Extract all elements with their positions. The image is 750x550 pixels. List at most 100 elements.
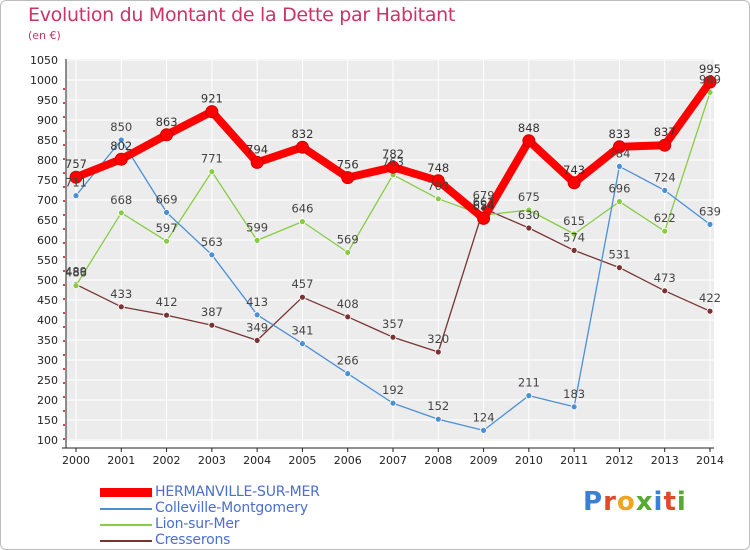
data-label: 756 <box>337 158 359 172</box>
data-point <box>706 307 714 315</box>
data-label: 757 <box>65 157 87 171</box>
data-label: 615 <box>563 214 585 228</box>
x-tick-label: 2009 <box>470 454 498 467</box>
data-label: 850 <box>110 120 132 134</box>
data-label: 152 <box>427 399 449 413</box>
data-point <box>72 282 80 290</box>
y-tick-label: 150 <box>37 414 58 427</box>
data-label: 921 <box>201 92 223 106</box>
data-label: 349 <box>246 320 268 334</box>
data-label: 486 <box>65 266 87 280</box>
data-label: 837 <box>654 125 676 139</box>
data-label: 782 <box>382 147 404 161</box>
legend-swatch-lion <box>100 524 152 526</box>
data-label: 266 <box>337 354 359 368</box>
y-tick-label: 700 <box>37 194 58 207</box>
data-point <box>163 208 170 216</box>
data-point <box>299 340 306 348</box>
data-label: 622 <box>654 211 676 225</box>
data-label: 654 <box>473 198 495 212</box>
data-point <box>525 206 533 214</box>
data-point <box>205 105 219 119</box>
data-label: 408 <box>337 297 359 311</box>
legend-swatch-colleville <box>100 508 152 510</box>
data-label: 574 <box>563 230 585 244</box>
data-label: 802 <box>110 139 132 153</box>
data-point <box>295 140 309 154</box>
logo-letter: i <box>676 487 687 517</box>
data-label: 563 <box>201 235 223 249</box>
legend-swatch-cresserons <box>100 540 152 542</box>
data-label: 696 <box>608 182 630 196</box>
axis-dot <box>63 158 65 160</box>
data-label: 341 <box>291 324 313 338</box>
legend-label-lion: Lion-sur-Mer <box>155 516 240 532</box>
data-point <box>480 426 487 434</box>
data-point <box>389 399 397 407</box>
data-label: 639 <box>699 204 721 218</box>
x-tick-label: 2003 <box>198 454 226 467</box>
axis-dot <box>63 340 65 342</box>
data-point <box>253 236 261 244</box>
data-point <box>344 370 352 378</box>
data-label: 763 <box>382 155 404 169</box>
data-label: 668 <box>110 193 132 207</box>
x-tick-label: 2001 <box>107 454 135 467</box>
legend: HERMANVILLE-SUR-MER Colleville-Montgomer… <box>100 484 430 549</box>
y-tick-label: 1000 <box>30 74 58 87</box>
data-label: 863 <box>156 115 178 129</box>
data-label: 192 <box>382 383 404 397</box>
axis-dot <box>63 242 65 244</box>
legend-label-hermanville: HERMANVILLE-SUR-MER <box>155 484 320 500</box>
data-label: 457 <box>291 277 313 291</box>
data-point <box>344 313 352 321</box>
x-tick-label: 2000 <box>62 454 90 467</box>
data-label: 771 <box>201 152 223 166</box>
data-label: 183 <box>563 387 585 401</box>
data-point <box>616 264 623 272</box>
data-point <box>114 152 128 166</box>
data-point <box>250 155 264 169</box>
data-point <box>208 168 216 176</box>
data-label: 489 <box>65 264 87 278</box>
legend-label-cresserons: Cresserons <box>155 532 231 548</box>
data-point <box>344 248 352 256</box>
data-point <box>570 230 578 238</box>
data-point <box>616 198 623 206</box>
data-label: 703 <box>427 179 449 193</box>
x-tick-label: 2008 <box>424 454 452 467</box>
axis-dot <box>63 214 65 216</box>
data-point <box>434 348 442 356</box>
chart-title: Evolution du Montant de la Dette par Hab… <box>28 4 456 26</box>
data-label: 743 <box>563 163 585 177</box>
data-label: 679 <box>473 188 495 202</box>
data-point <box>163 311 170 319</box>
data-point <box>208 251 216 259</box>
data-label: 848 <box>518 121 540 135</box>
logo-letter: r <box>603 487 617 517</box>
y-tick-label: 500 <box>37 274 58 287</box>
data-point <box>570 246 578 254</box>
proxiti-logo: Proxiti <box>583 487 687 517</box>
legend-item-colleville: Colleville-Montgomery <box>100 500 430 517</box>
data-label: 357 <box>382 317 404 331</box>
data-point <box>703 75 717 89</box>
data-point <box>117 136 125 144</box>
legend-swatch-hermanville <box>100 488 152 497</box>
legend-item-lion: Lion-sur-Mer <box>100 516 430 533</box>
legend-label-colleville: Colleville-Montgomery <box>155 500 308 516</box>
y-tick-label: 900 <box>37 114 58 127</box>
data-point <box>299 293 306 301</box>
data-label: 662 <box>473 195 495 209</box>
y-tick-label: 800 <box>37 154 58 167</box>
data-label: 422 <box>699 291 721 305</box>
y-tick-label: 850 <box>37 134 58 147</box>
axis-dot <box>63 102 65 104</box>
data-label: 473 <box>654 271 676 285</box>
axis-dot <box>63 200 65 202</box>
axis-dot <box>63 396 65 398</box>
x-tick-label: 2010 <box>515 454 543 467</box>
data-label: 531 <box>608 248 630 262</box>
logo-letter: x <box>635 487 654 517</box>
